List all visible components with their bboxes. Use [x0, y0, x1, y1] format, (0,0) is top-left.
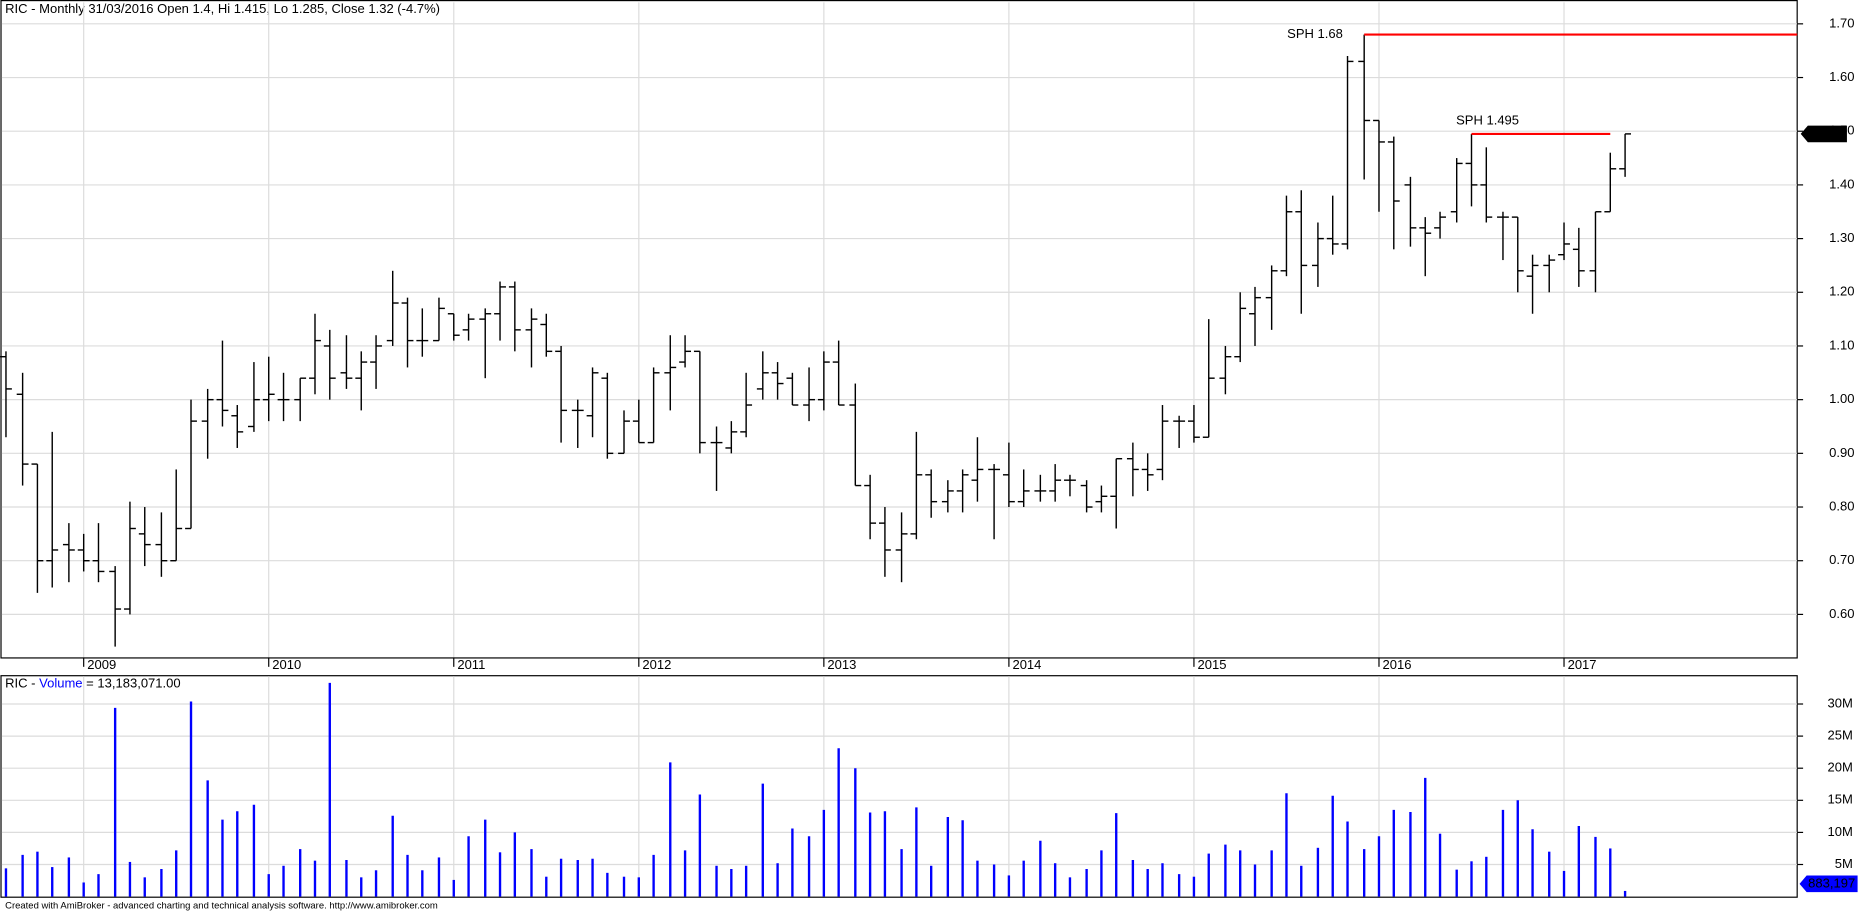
volume-tag — [1799, 875, 1858, 893]
y-tick-label: 1.70 — [1829, 15, 1854, 30]
x-tick-label: 2012 — [642, 657, 671, 672]
y-tick-label: 20M — [1828, 760, 1853, 775]
x-tick-label: 2013 — [827, 657, 856, 672]
y-tick-label: 1.10 — [1829, 337, 1854, 352]
price-tag — [1800, 125, 1847, 143]
x-tick-label: 2014 — [1012, 657, 1041, 672]
footer: Created with AmiBroker - advanced charti… — [5, 901, 438, 912]
volume-name: Volume — [39, 676, 82, 691]
y-tick-label: 0.70 — [1829, 552, 1854, 567]
y-tick-label: 1.60 — [1829, 69, 1854, 84]
y-tick-label: 10M — [1828, 824, 1853, 839]
x-tick-label: 2016 — [1383, 657, 1412, 672]
x-tick-label: 2015 — [1197, 657, 1226, 672]
x-tick-label: 2017 — [1568, 657, 1597, 672]
y-tick-label: 1.30 — [1829, 230, 1854, 245]
y-tick-label: 1.20 — [1829, 284, 1854, 299]
price-pane — [0, 0, 1798, 659]
y-tick-label: 15M — [1828, 792, 1853, 807]
price-title: RIC - Monthly 31/03/2016 Open 1.4, Hi 1.… — [5, 1, 440, 16]
volume-title: RIC - Volume = 13,183,071.00 — [5, 676, 180, 691]
x-tick-label: 2011 — [457, 657, 485, 672]
y-tick-label: 0.80 — [1829, 498, 1854, 513]
y-tick-label: 0.60 — [1829, 606, 1854, 621]
y-tick-label: 30M — [1828, 695, 1853, 710]
volume-pane — [0, 675, 1798, 898]
annotation-label: SPH 1.495 — [1456, 112, 1519, 127]
volume-tag-label: 883,197 — [1808, 875, 1855, 890]
volume-prefix: RIC - — [5, 676, 39, 691]
y-tick-label: 5M — [1835, 856, 1853, 871]
y-tick-label: 25M — [1828, 728, 1853, 743]
annotation-label: SPH 1.68 — [1287, 26, 1343, 41]
price-tag-label: 1.495 — [1812, 125, 1845, 140]
y-tick-label: 0.90 — [1829, 445, 1854, 460]
y-tick-label: 1.00 — [1829, 391, 1854, 406]
x-tick-label: 2010 — [272, 657, 301, 672]
volume-value: = 13,183,071.00 — [83, 676, 181, 691]
y-tick-label: 1.40 — [1829, 176, 1854, 191]
x-tick-label: 2009 — [87, 657, 116, 672]
